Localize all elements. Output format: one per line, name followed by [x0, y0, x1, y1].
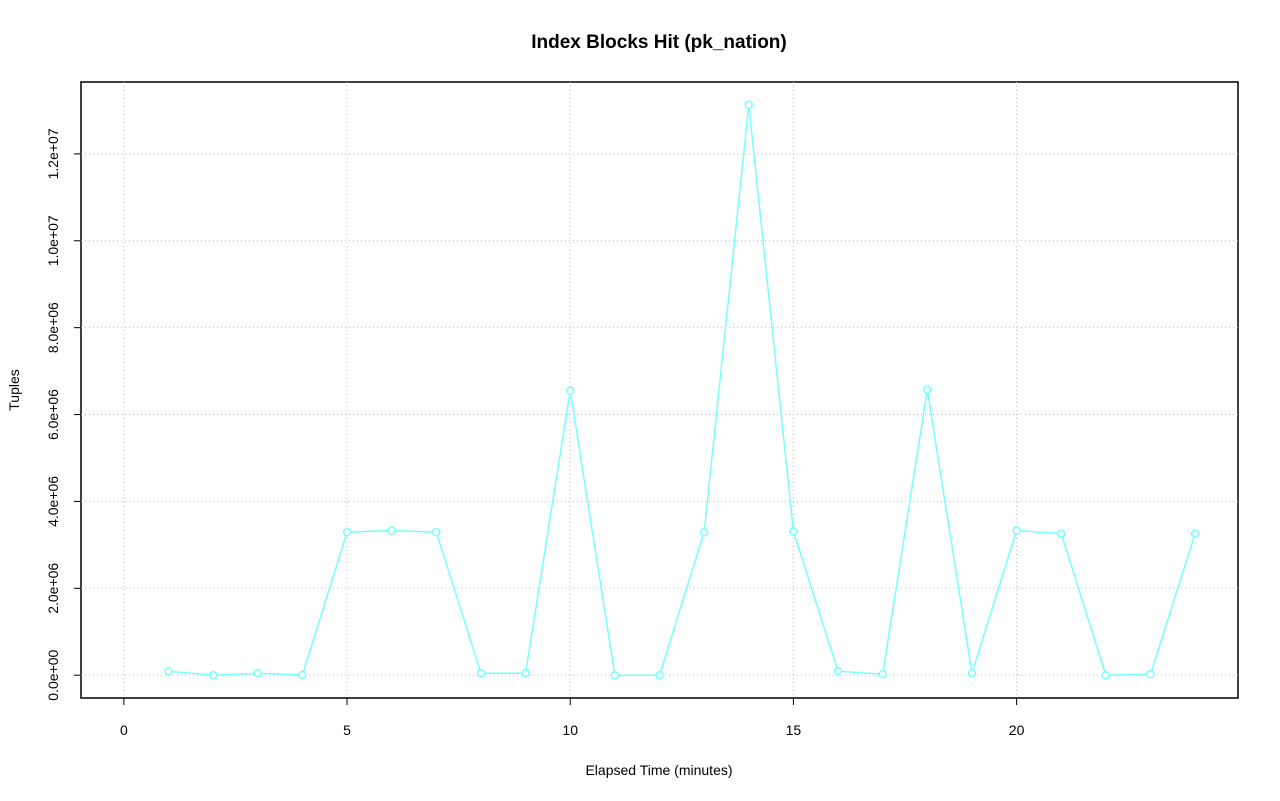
data-point [744, 100, 754, 110]
data-point [298, 670, 307, 680]
y-tick-label: 1.2e+07 [45, 128, 61, 179]
x-tick-label: 5 [343, 722, 351, 738]
data-point [789, 527, 798, 536]
y-tick-label: 4.0e+06 [45, 476, 61, 527]
data-point [565, 386, 575, 395]
series-line [168, 104, 1196, 676]
x-tick-label: 15 [786, 722, 802, 738]
data-point [342, 528, 352, 537]
y-axis-label: Tuples [6, 369, 22, 411]
data-point [164, 666, 173, 676]
x-tick-label: 0 [120, 722, 128, 738]
data-point [476, 668, 486, 678]
data-point [655, 670, 664, 680]
x-axis-label: Elapsed Time (minutes) [585, 762, 732, 778]
data-point [387, 526, 396, 535]
data-point [967, 668, 977, 678]
data-point [699, 528, 709, 537]
data-point [208, 670, 218, 680]
data-point [253, 668, 263, 678]
data-point [521, 668, 530, 678]
data-point [610, 670, 620, 680]
data-point [1101, 670, 1111, 680]
y-tick-label: 6.0e+06 [45, 389, 61, 440]
y-tick-label: 2.0e+06 [45, 563, 61, 614]
y-tick-label: 8.0e+06 [45, 302, 61, 353]
data-point [1056, 529, 1066, 538]
y-tick-label: 0.0e+00 [45, 649, 61, 700]
data-point [1146, 669, 1155, 679]
y-tick-label: 1.0e+07 [45, 215, 61, 266]
data-point [432, 528, 441, 537]
data-point [1190, 529, 1200, 538]
data-point [833, 666, 843, 676]
data-point [878, 669, 887, 679]
chart-title: Index Blocks Hit (pk_nation) [531, 32, 786, 53]
x-tick-label: 10 [562, 722, 578, 738]
data-point [923, 385, 932, 395]
x-tick-label: 20 [1009, 722, 1025, 738]
plot-frame [80, 81, 1239, 699]
data-point [1012, 526, 1021, 535]
